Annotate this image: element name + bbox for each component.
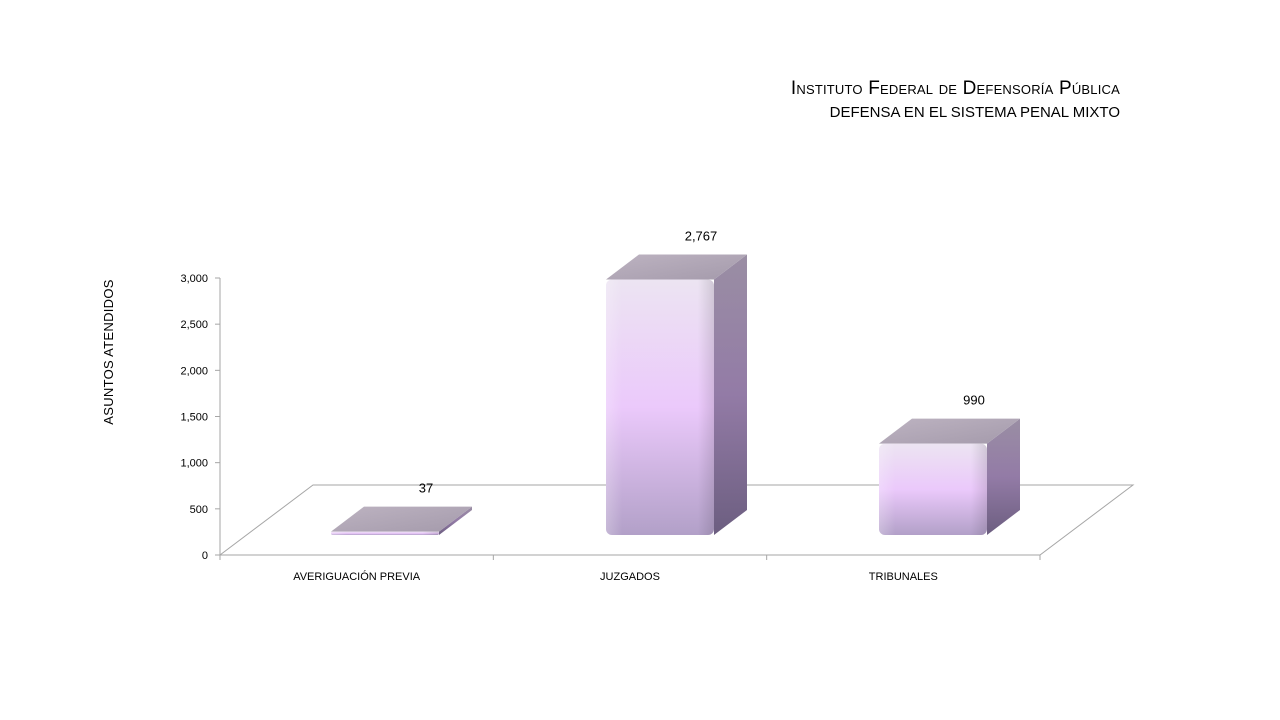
category-label: AVERIGUACIÓN PREVIA (293, 570, 421, 583)
bar-1 (606, 254, 747, 535)
y-axis: 0 500 1,000 1,500 2,000 2,500 3,000 (180, 273, 221, 562)
chart-subtitle: DEFENSA EN EL SISTEMA PENAL MIXTO (829, 104, 1120, 121)
bar-front-shade (331, 531, 439, 535)
category-label: TRIBUNALES (869, 571, 938, 583)
y-tick-label: 1,000 (180, 458, 208, 470)
bar-2 (879, 418, 1020, 535)
y-tick-label: 500 (190, 504, 208, 516)
bar-top (606, 254, 747, 280)
bar-top (879, 418, 1020, 444)
y-tick-label: 2,500 (180, 319, 208, 331)
data-label: 990 (963, 393, 985, 408)
bar-side (439, 506, 472, 535)
bar-front-shade (879, 443, 987, 535)
data-label: 37 (419, 481, 433, 496)
bar-front-shade (606, 279, 714, 535)
chart-titles: Instituto Federal de Defensoría Pública … (791, 76, 1120, 124)
data-label: 2,767 (685, 229, 718, 244)
bar-side (714, 254, 747, 535)
chart-title: Instituto Federal de Defensoría Pública (790, 78, 1120, 99)
y-tick-label: 3,000 (180, 273, 208, 285)
bar-side (987, 418, 1020, 535)
category-label: JUZGADOS (600, 571, 660, 583)
bars (331, 254, 1020, 535)
data-labels: 37 2,767 990 (419, 229, 985, 496)
y-tick-label: 2,000 (180, 365, 208, 377)
y-axis-label: ASUNTOS ATENDIDOS (101, 279, 116, 425)
y-tick-label: 0 (202, 550, 208, 562)
bar-0 (331, 506, 472, 535)
category-axis: AVERIGUACIÓN PREVIA JUZGADOS TRIBUNALES (219, 555, 1041, 583)
bar-top (331, 506, 472, 532)
y-tick-label: 1,500 (180, 412, 208, 424)
